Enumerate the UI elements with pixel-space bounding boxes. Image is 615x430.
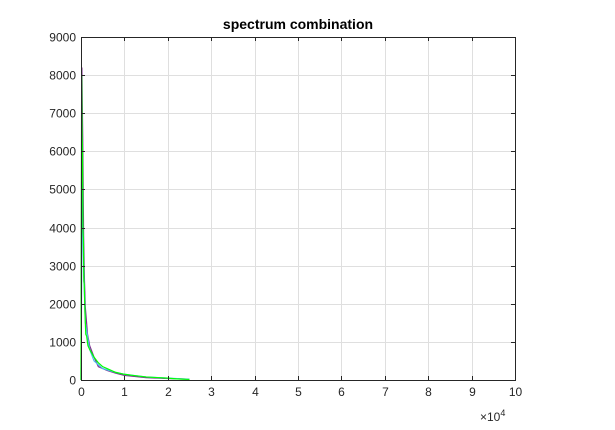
x-tick-label: 0 [78,385,85,399]
x-tick-label: 5 [295,385,302,399]
x-tick-label: 10 [509,385,523,399]
series-line [80,67,190,381]
y-axis-ticks: 0 1000 2000 3000 4000 5000 6000 7000 8000 9000 [49,31,515,388]
y-tick-label: 5000 [49,183,76,197]
series-line [80,181,190,381]
y-tick-label: 6000 [49,145,76,159]
x-exponent-base: ×10 [480,410,501,424]
grid [81,37,516,381]
y-tick-label: 4000 [49,222,76,236]
x-tick-label: 1 [121,385,128,399]
x-axis-exponent: ×104 [480,408,505,424]
y-tick-label: 0 [69,374,76,388]
y-tick-label: 2000 [49,298,76,312]
x-tick-label: 7 [382,385,389,399]
x-exponent-power: 4 [500,408,505,418]
x-tick-label: 3 [208,385,215,399]
x-tick-label: 9 [469,385,476,399]
y-tick-label: 9000 [49,31,76,45]
series-layer [80,67,190,381]
x-axis-ticks: 0 1 2 3 4 5 6 7 8 9 10 [78,37,522,399]
y-tick-label: 7000 [49,107,76,121]
y-tick-label: 1000 [49,336,76,350]
x-tick-label: 8 [425,385,432,399]
series-line [80,75,190,381]
y-tick-label: 3000 [49,260,76,274]
chart-title: spectrum combination [223,16,373,32]
x-tick-label: 2 [165,385,172,399]
y-tick-label: 8000 [49,69,76,83]
x-tick-label: 4 [252,385,259,399]
x-tick-label: 6 [338,385,345,399]
